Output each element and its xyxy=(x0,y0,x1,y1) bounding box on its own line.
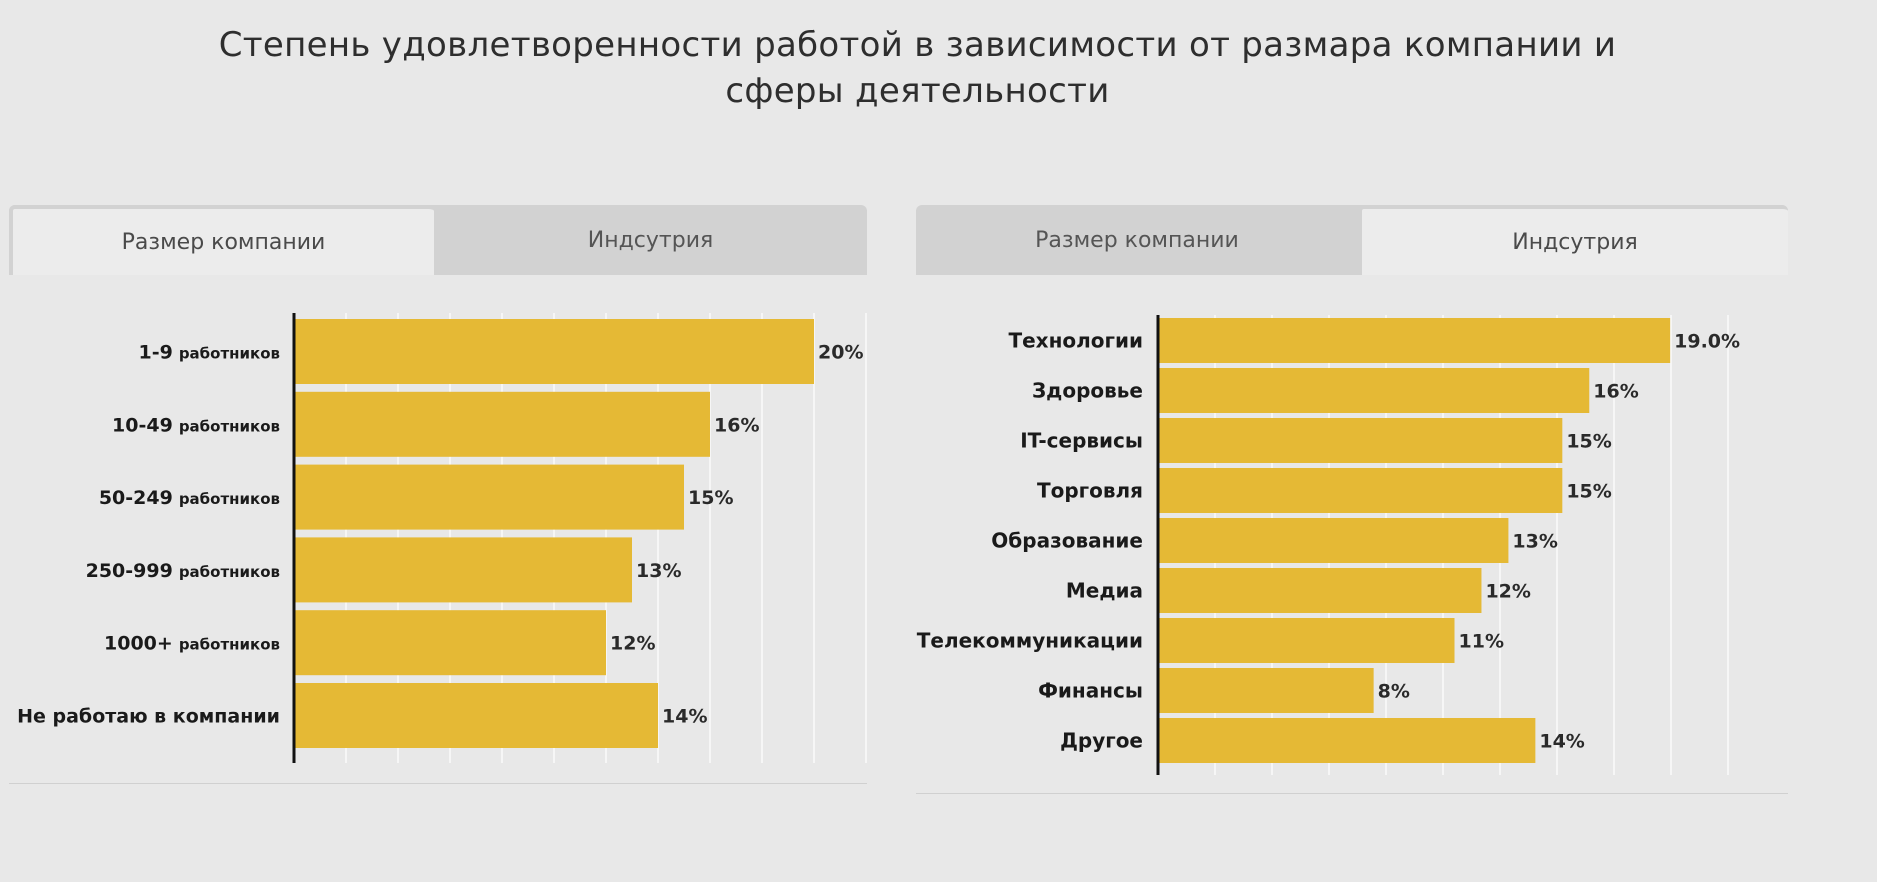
bar-value-label: 13% xyxy=(636,560,681,582)
tab-bar: Размер компании Индсутрия xyxy=(9,205,867,275)
category-label: Другое xyxy=(1060,729,1143,753)
bar xyxy=(294,319,814,384)
bar-value-label: 8% xyxy=(1378,681,1410,703)
industry-panel: Размер компании Индсутрия 19.0% Технологи… xyxy=(916,205,1788,805)
bar xyxy=(1158,718,1536,763)
bar-value-label: 14% xyxy=(1539,731,1584,753)
bar xyxy=(1158,468,1563,513)
panel-bottom-line xyxy=(9,783,867,784)
category-label: Технологии xyxy=(1008,329,1143,353)
bar-value-label: 15% xyxy=(1566,481,1611,503)
bar xyxy=(1158,668,1374,713)
bar xyxy=(294,683,658,748)
category-label: Телекоммуникации xyxy=(917,629,1143,653)
bar xyxy=(1158,418,1563,463)
category-label: Образование xyxy=(991,529,1143,553)
bar-value-label: 11% xyxy=(1459,631,1504,653)
bar-value-label: 13% xyxy=(1512,531,1557,553)
bar-value-label: 16% xyxy=(1593,381,1638,403)
category-label: 10-49 работников xyxy=(112,414,280,436)
company-size-chart: 20% 1-9 работников 16% 10-49 работников 15% 50-… xyxy=(17,313,867,763)
chart-title-line2: сферы деятельности xyxy=(725,71,1110,111)
category-label: IT-сервисы xyxy=(1020,429,1143,453)
industry-chart: 19.0% Технологии 16% Здоровье 15% IT-сервисы 1… xyxy=(917,315,1740,775)
bar xyxy=(1158,518,1509,563)
bar-value-label: 12% xyxy=(610,633,655,655)
category-label: 250-999 работников xyxy=(86,560,280,582)
category-label: 1000+ работников xyxy=(104,633,280,655)
bar-value-label: 14% xyxy=(662,706,707,728)
category-label: Не работаю в компании xyxy=(17,706,280,728)
category-label: 1-9 работников xyxy=(138,342,280,364)
category-label: 50-249 работников xyxy=(99,487,280,509)
bar xyxy=(294,464,684,530)
bar-value-label: 15% xyxy=(688,487,733,509)
tab-company-size[interactable]: Размер компании xyxy=(9,205,434,275)
chart-title: Степень удовлетворенности работой в зави… xyxy=(0,22,1835,114)
tab-bar: Размер компании Индсутрия xyxy=(916,205,1788,275)
company-size-panel: Размер компании Индсутрия 20% 1-9 работник… xyxy=(9,205,867,795)
bar xyxy=(1158,368,1590,413)
bar xyxy=(1158,568,1482,613)
category-label: Финансы xyxy=(1038,679,1143,703)
bar xyxy=(294,537,632,603)
panel-bottom-line xyxy=(916,793,1788,794)
bar-value-label: 16% xyxy=(714,414,759,436)
bar-value-label: 19.0% xyxy=(1674,331,1740,353)
tab-company-size[interactable]: Размер компании xyxy=(1035,227,1239,253)
bar xyxy=(294,391,710,457)
tab-industry[interactable]: Индсутрия xyxy=(1358,205,1788,275)
bar xyxy=(1158,318,1671,363)
category-label: Медиа xyxy=(1066,579,1143,603)
bar xyxy=(1158,618,1455,663)
bar-value-label: 20% xyxy=(818,342,863,364)
bar xyxy=(294,610,606,676)
tab-industry[interactable]: Индсутрия xyxy=(587,227,714,253)
category-label: Торговля xyxy=(1037,479,1143,503)
chart-title-line1: Степень удовлетворенности работой в зави… xyxy=(218,25,1617,65)
bar-value-label: 12% xyxy=(1485,581,1530,603)
category-label: Здоровье xyxy=(1032,379,1143,403)
bar-value-label: 15% xyxy=(1566,431,1611,453)
